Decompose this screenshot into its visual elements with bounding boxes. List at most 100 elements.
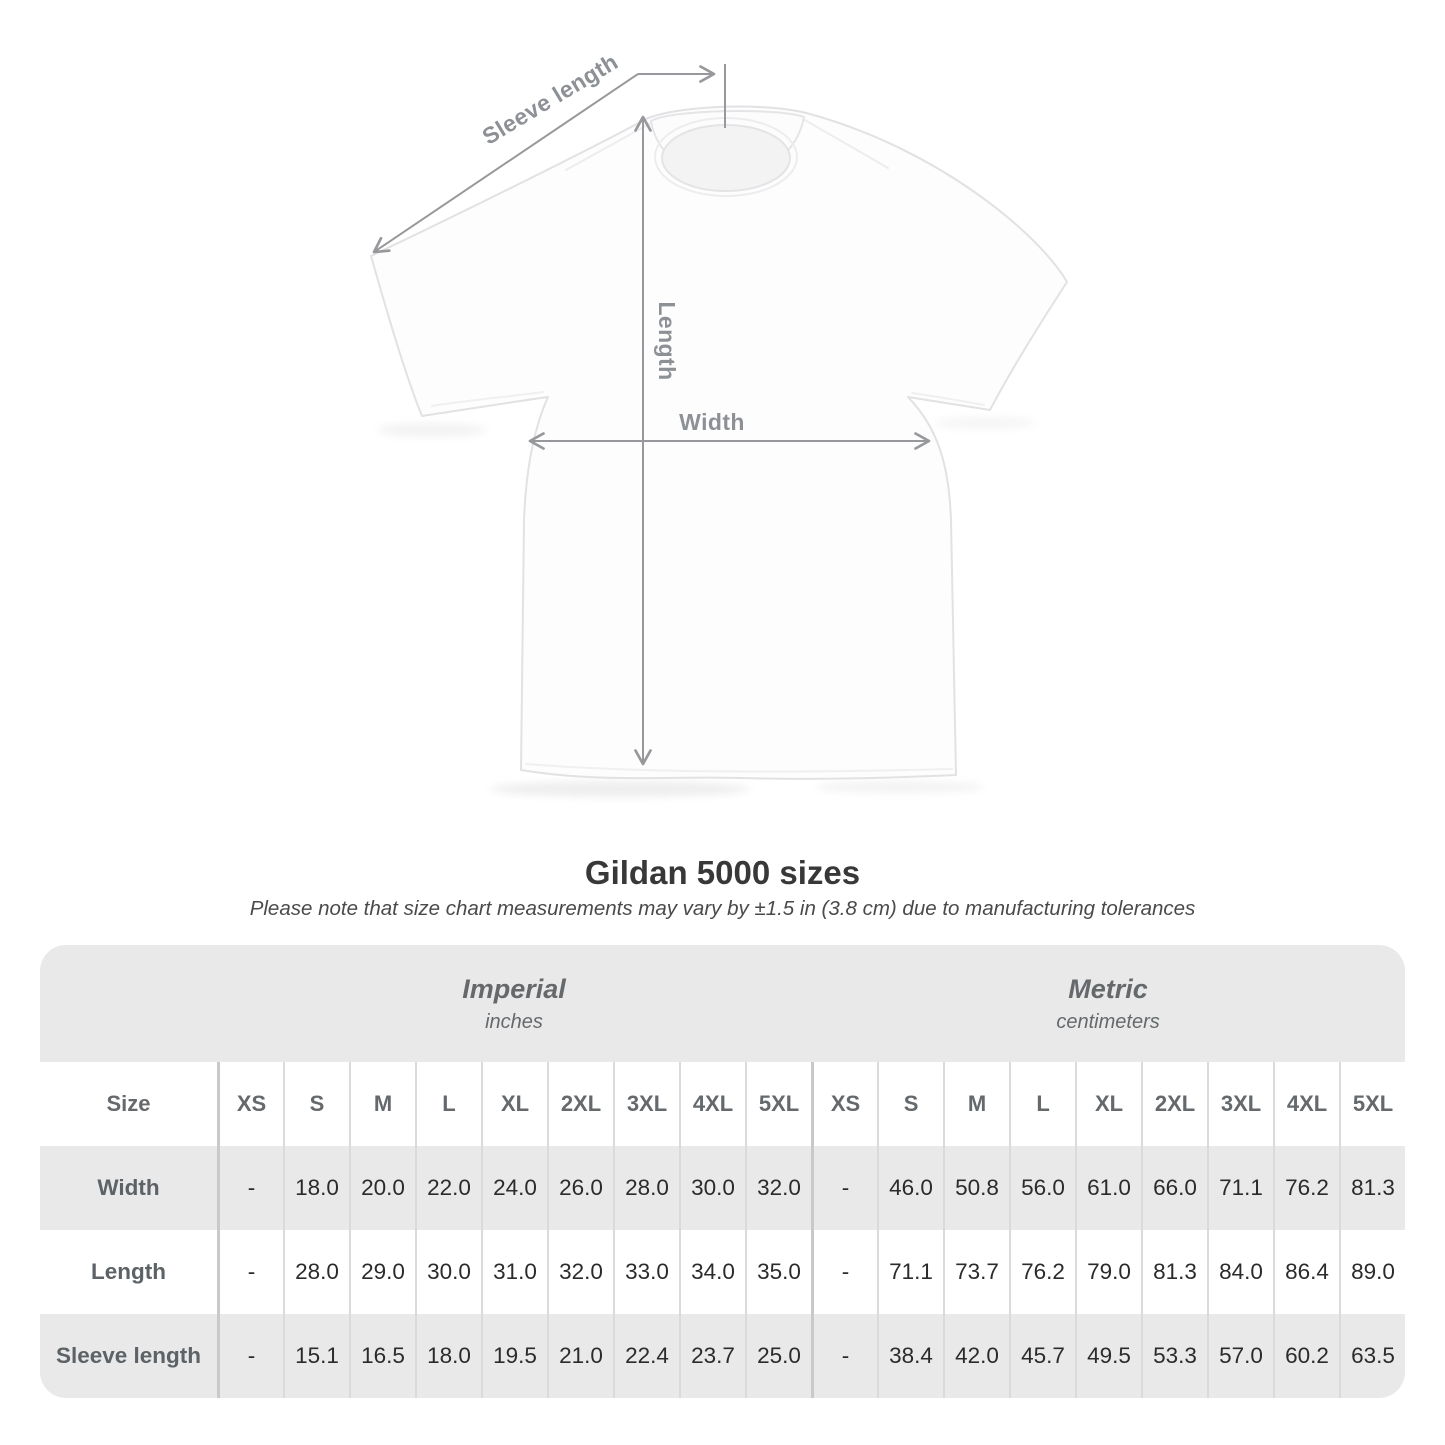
header-metric-5xl: 5XL (1339, 1062, 1405, 1146)
header-metric-4xl: 4XL (1273, 1062, 1340, 1146)
cell: 29.0 (349, 1230, 415, 1314)
header-imperial-4xl: 4XL (679, 1062, 745, 1146)
header-imperial-s: S (283, 1062, 349, 1146)
cell: 22.0 (415, 1146, 481, 1230)
cell: - (217, 1314, 283, 1398)
cell: 76.2 (1273, 1146, 1340, 1230)
cell: 16.5 (349, 1314, 415, 1398)
cell: 30.0 (679, 1146, 745, 1230)
cell: 28.0 (283, 1230, 349, 1314)
cell: 21.0 (547, 1314, 613, 1398)
cell: 31.0 (481, 1230, 547, 1314)
cell: 81.3 (1141, 1230, 1208, 1314)
header-metric-m: M (943, 1062, 1010, 1146)
cell: 33.0 (613, 1230, 679, 1314)
measurement-arrows (372, 64, 931, 766)
cell: 28.0 (613, 1146, 679, 1230)
length-label: Length (654, 301, 680, 381)
metric-group-header: Metric centimeters (811, 945, 1405, 1062)
cell: 61.0 (1075, 1146, 1142, 1230)
cell: 18.0 (415, 1314, 481, 1398)
cell: 22.4 (613, 1314, 679, 1398)
cell: 73.7 (943, 1230, 1010, 1314)
cell: 20.0 (349, 1146, 415, 1230)
size-header-row: Size XS S M L XL 2XL 3XL 4XL 5XL XS S M … (40, 1062, 1405, 1146)
cell: 18.0 (283, 1146, 349, 1230)
tolerance-note: Please note that size chart measurements… (249, 897, 1196, 920)
cell: 38.4 (877, 1314, 944, 1398)
row-label-length: Length (40, 1230, 217, 1314)
header-imperial-l: L (415, 1062, 481, 1146)
header-imperial-5xl: 5XL (745, 1062, 812, 1146)
cell: 84.0 (1207, 1230, 1274, 1314)
cell: 24.0 (481, 1146, 547, 1230)
row-label-width: Width (40, 1146, 217, 1230)
cell: 46.0 (877, 1146, 944, 1230)
size-table: Imperial inches Metric centimeters Size … (40, 945, 1405, 1398)
cell: 71.1 (1207, 1146, 1274, 1230)
metric-label: Metric (1068, 974, 1148, 1004)
header-imperial-3xl: 3XL (613, 1062, 679, 1146)
table-row-sleeve-length: Sleeve length - 15.1 16.5 18.0 19.5 21.0… (40, 1314, 1405, 1398)
cell: 15.1 (283, 1314, 349, 1398)
cell: 57.0 (1207, 1314, 1274, 1398)
neck-opening (661, 124, 791, 192)
cell: 53.3 (1141, 1314, 1208, 1398)
cell: 49.5 (1075, 1314, 1142, 1398)
cell: - (811, 1314, 878, 1398)
cell: - (811, 1230, 878, 1314)
cell: 79.0 (1075, 1230, 1142, 1314)
imperial-group-header: Imperial inches (217, 945, 812, 1062)
cell: 66.0 (1141, 1146, 1208, 1230)
band-corner-cell (40, 945, 217, 1062)
cell: 50.8 (943, 1146, 1010, 1230)
tshirt-seams (431, 118, 985, 773)
cell: 32.0 (547, 1230, 613, 1314)
header-metric-xl: XL (1075, 1062, 1142, 1146)
tshirt-measurement-diagram: Sleeve length Length Width (370, 48, 1068, 797)
cell: 35.0 (745, 1230, 812, 1314)
cell: - (217, 1146, 283, 1230)
page-title: Gildan 5000 sizes (584, 854, 861, 891)
header-metric-3xl: 3XL (1207, 1062, 1274, 1146)
metric-unit: centimeters (1056, 1011, 1160, 1033)
cell: 30.0 (415, 1230, 481, 1314)
tshirt-body (370, 105, 1068, 780)
sleeve-length-arrow (372, 73, 639, 254)
table-row-width: Width - 18.0 20.0 22.0 24.0 26.0 28.0 30… (40, 1146, 1405, 1230)
header-metric-s: S (877, 1062, 944, 1146)
header-metric-l: L (1009, 1062, 1076, 1146)
row-label-sleeve-length: Sleeve length (40, 1314, 217, 1398)
cell: 23.7 (679, 1314, 745, 1398)
cell: 34.0 (679, 1230, 745, 1314)
imperial-unit: inches (485, 1011, 543, 1033)
width-label: Width (679, 409, 745, 435)
unit-group-header-row: Imperial inches Metric centimeters (40, 945, 1405, 1062)
size-chart-table: Imperial inches Metric centimeters Size … (40, 945, 1405, 1398)
size-corner-label: Size (40, 1062, 217, 1146)
cell: 89.0 (1339, 1230, 1405, 1314)
cell: 42.0 (943, 1314, 1010, 1398)
cell: 32.0 (745, 1146, 812, 1230)
tshirt-illustration (370, 64, 1068, 797)
cell: 25.0 (745, 1314, 812, 1398)
header-imperial-m: M (349, 1062, 415, 1146)
imperial-label: Imperial (462, 974, 566, 1004)
header-imperial-xl: XL (481, 1062, 547, 1146)
cell: 26.0 (547, 1146, 613, 1230)
tshirt-shadows (377, 417, 1035, 797)
cell: 63.5 (1339, 1314, 1405, 1398)
cell: - (811, 1146, 878, 1230)
cell: 86.4 (1273, 1230, 1340, 1314)
cell: 56.0 (1009, 1146, 1076, 1230)
cell: 76.2 (1009, 1230, 1076, 1314)
cell: 71.1 (877, 1230, 944, 1314)
table-row-length: Length - 28.0 29.0 30.0 31.0 32.0 33.0 3… (40, 1230, 1405, 1314)
header-imperial-2xl: 2XL (547, 1062, 613, 1146)
header-imperial-xs: XS (217, 1062, 283, 1146)
cell: 60.2 (1273, 1314, 1340, 1398)
cell: 19.5 (481, 1314, 547, 1398)
cell: 45.7 (1009, 1314, 1076, 1398)
cell: 81.3 (1339, 1146, 1405, 1230)
cell: - (217, 1230, 283, 1314)
